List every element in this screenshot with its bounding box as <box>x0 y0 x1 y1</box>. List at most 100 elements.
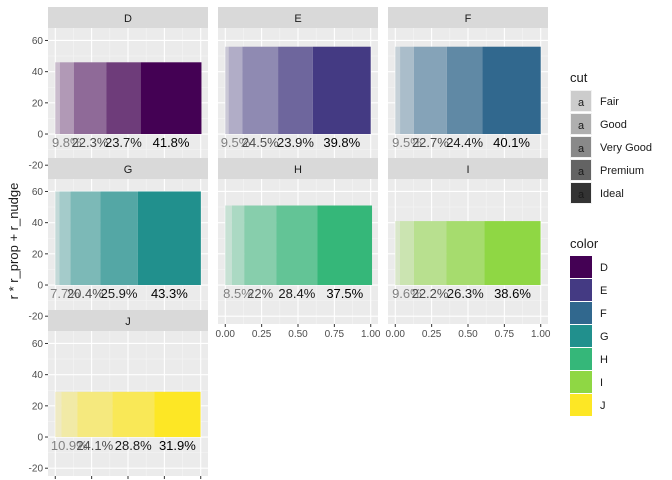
percent-label: 24.4% <box>446 135 483 150</box>
bar-segment-ideal <box>317 205 373 286</box>
facet-strip <box>388 7 548 28</box>
percent-label: 40.1% <box>493 135 530 150</box>
x-tick-label: 0.75 <box>495 329 515 340</box>
percent-label: 7.7% <box>50 286 80 301</box>
legend-key-swatch <box>571 114 591 134</box>
y-tick-label: -20 <box>29 464 44 475</box>
legend-key-glyph: a <box>578 143 585 155</box>
percent-label: 9.8% <box>52 135 82 150</box>
legend-key-swatch <box>571 91 591 111</box>
percent-label: 38.6% <box>494 286 531 301</box>
x-tick-label: 1.00 <box>531 329 551 340</box>
legend-color-entry: D <box>600 262 608 274</box>
x-tick-label: 0.50 <box>288 329 308 340</box>
legend-color-entry: F <box>600 308 607 320</box>
facet-strip <box>218 158 378 179</box>
bar-segment-premium <box>278 46 313 135</box>
bar-segment-fair <box>395 46 401 135</box>
percent-label: 24.5% <box>242 135 279 150</box>
y-tick-label: 40 <box>32 67 44 78</box>
facet-strip <box>48 310 208 331</box>
legend-cut-entry: Ideal <box>600 188 624 200</box>
bar-segment-premium <box>112 391 155 438</box>
percent-label: 37.5% <box>326 286 363 301</box>
legend-key-swatch <box>571 183 591 203</box>
legend-cut-entry: Fair <box>600 96 619 108</box>
legend-key-glyph: a <box>578 189 585 201</box>
bar-segment-fair <box>395 221 400 286</box>
bar-segment-ideal <box>137 191 201 286</box>
y-tick-label: 20 <box>32 401 44 412</box>
bar-segment-premium <box>100 191 138 286</box>
bar-segment-good <box>59 191 71 286</box>
y-tick-label: 0 <box>37 281 43 292</box>
legend-cut-title: cut <box>570 70 588 85</box>
percent-label: 23.7% <box>105 135 142 150</box>
facet-strip-label: H <box>294 164 302 176</box>
percent-label: 31.9% <box>159 438 196 453</box>
percent-label: 9.6% <box>392 286 422 301</box>
percent-label: 10.9% <box>51 438 88 453</box>
bar-segment-good <box>59 62 74 135</box>
bar-segment-premium <box>446 46 483 135</box>
legend-color-swatch <box>570 256 592 278</box>
x-tick-label: 0.75 <box>325 329 345 340</box>
legend-color-swatch <box>570 394 592 416</box>
percent-label: 41.8% <box>153 135 190 150</box>
legend-cut-entry: Premium <box>600 165 644 177</box>
bar-segment-fair <box>225 46 229 135</box>
bar-segment-very-good <box>413 221 447 286</box>
percent-label: 20.4% <box>67 286 104 301</box>
facet-I: I 9.6%22.2%26.3% 38.6% 0.00 0.25 0.50 0.75 1.00 <box>386 158 551 340</box>
legend-color-entry: J <box>600 400 606 412</box>
legend-color-swatch <box>570 302 592 324</box>
bar-segment-ideal <box>484 221 541 286</box>
bar-segment-fair <box>55 391 62 438</box>
legend-color-swatch <box>570 325 592 347</box>
bar-segment-very-good <box>73 62 107 135</box>
y-tick-label: 40 <box>32 218 44 229</box>
percent-label: 8.5% <box>223 286 253 301</box>
facet-strip <box>48 7 208 28</box>
bar-segment-good <box>231 205 245 286</box>
y-tick-label: 20 <box>32 249 44 260</box>
y-tick-label: 40 <box>32 370 44 381</box>
percent-label: 26.3% <box>447 286 484 301</box>
facet-strip <box>48 158 208 179</box>
x-tick-label: 0.00 <box>386 329 406 340</box>
percent-label: 9.5% <box>392 135 422 150</box>
facet-E: E 9.5%24.5%23.9% 39.8% <box>218 7 378 176</box>
bar-segment-good <box>399 221 414 286</box>
bar-segment-very-good <box>413 46 447 135</box>
facet-F: F 9.5%22.7%24.4% 40.1% <box>388 7 548 176</box>
legend-cut-entry: Very Good <box>600 142 652 154</box>
bar-segment-very-good <box>242 46 279 135</box>
legend-cut-entry: Good <box>600 119 627 131</box>
legend-key-swatch <box>571 160 591 180</box>
percent-label: 23.9% <box>277 135 314 150</box>
y-axis-title: r * r_prop + r_nudge <box>6 183 21 300</box>
bar-segment-very-good <box>244 205 277 286</box>
bar-segment-premium <box>106 62 141 135</box>
x-tick-label: 0.50 <box>458 329 478 340</box>
facet-D: D 9.8%22.3%23.7% 41.8% -20 0 20 40 60 <box>29 7 208 176</box>
facet-strip-label: E <box>294 13 301 25</box>
bar-segment-fair <box>55 62 60 135</box>
y-tick-label: 60 <box>32 36 44 47</box>
x-tick-label: 1.00 <box>361 329 381 340</box>
y-tick-label: -20 <box>29 312 44 323</box>
legend-color-entry: G <box>600 331 609 343</box>
bar-segment-ideal <box>154 391 201 438</box>
bar-segment-premium <box>446 221 485 286</box>
facet-strip-label: G <box>124 164 133 176</box>
y-tick-label: 60 <box>32 187 44 198</box>
legend-key-swatch <box>571 137 591 157</box>
facet-J: J10.9%24.1%28.8%31.9%-2002040600.000.250… <box>29 310 208 479</box>
bar-segment-good <box>61 391 78 438</box>
x-tick-label: 0.25 <box>422 329 442 340</box>
percent-label: 39.8% <box>323 135 360 150</box>
bar-segment-ideal <box>482 46 541 135</box>
legend-color-swatch <box>570 279 592 301</box>
